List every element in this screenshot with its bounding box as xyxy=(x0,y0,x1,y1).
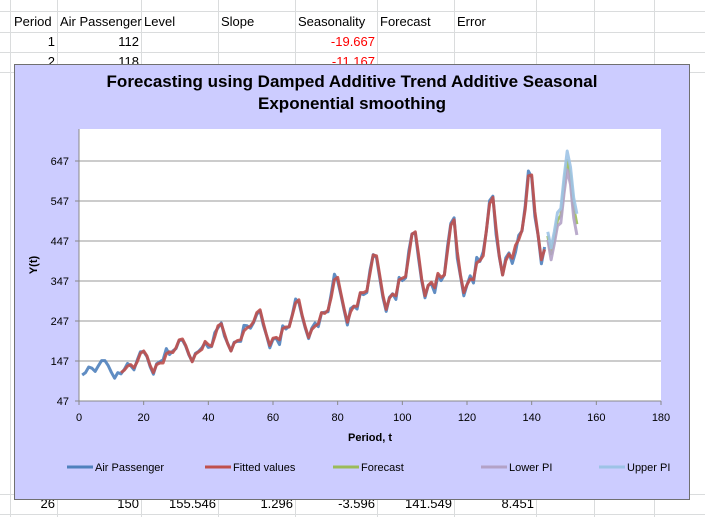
header-slope[interactable]: Slope xyxy=(221,14,255,29)
y-tick-label: 547 xyxy=(51,196,69,208)
legend-label: Air Passenger xyxy=(95,462,164,474)
x-tick-label: 160 xyxy=(587,412,605,424)
legend-label: Forecast xyxy=(361,462,404,474)
y-tick-label: 647 xyxy=(51,156,69,168)
y-tick-label: 247 xyxy=(51,316,69,328)
header-period[interactable]: Period xyxy=(14,14,52,29)
x-axis-label: Period, t xyxy=(348,432,392,444)
row-border xyxy=(0,11,705,12)
chart-title-line-2: Exponential smoothing xyxy=(258,94,446,113)
chart-title: Forecasting using Damped Additive Trend … xyxy=(15,71,689,115)
header-level[interactable]: Level xyxy=(144,14,176,29)
legend-label: Upper PI xyxy=(627,462,670,474)
x-tick-label: 40 xyxy=(202,412,214,424)
cell-seasonality[interactable]: -19.667 xyxy=(330,34,375,49)
plot-svg: 47 147 247 347 447 547 647 0 20 40 60 80 100 120 140 16… xyxy=(28,129,670,474)
cell-air-passenger[interactable]: 112 xyxy=(118,34,139,49)
y-tick-label: 47 xyxy=(57,396,69,408)
x-tick-label: 20 xyxy=(138,412,150,424)
series-line-lower-pi xyxy=(546,168,579,262)
cell-period[interactable]: 1 xyxy=(47,34,55,49)
header-error[interactable]: Error xyxy=(457,14,486,29)
header-seasonality[interactable]: Seasonality xyxy=(298,14,366,29)
y-tick-label: 147 xyxy=(51,356,69,368)
legend-label: Lower PI xyxy=(509,462,552,474)
x-tick-label: 180 xyxy=(652,412,670,424)
x-tick-label: 60 xyxy=(267,412,279,424)
header-forecast[interactable]: Forecast xyxy=(380,14,431,29)
legend-label: Fitted values xyxy=(233,462,296,474)
row-border xyxy=(0,52,705,53)
x-tick-label: 140 xyxy=(522,412,540,424)
x-tick-label: 120 xyxy=(458,412,476,424)
x-tick-label: 80 xyxy=(332,412,344,424)
row-border xyxy=(0,514,705,515)
y-tick-label: 347 xyxy=(51,276,69,288)
header-air-passenger[interactable]: Air Passenger xyxy=(60,14,142,29)
chart-title-line-1: Forecasting using Damped Additive Trend … xyxy=(106,72,598,91)
x-tick-label: 0 xyxy=(76,412,82,424)
series-line-upper-pi xyxy=(546,149,579,250)
y-tick-label: 447 xyxy=(51,236,69,248)
series-line-fitted-values xyxy=(120,173,547,375)
column-border xyxy=(10,0,11,517)
chart[interactable]: Forecasting using Damped Additive Trend … xyxy=(14,64,690,500)
y-axis-label: Y(t) xyxy=(28,256,40,275)
cell-period[interactable]: 2 xyxy=(47,54,55,69)
x-tick-label: 100 xyxy=(393,412,411,424)
row-border xyxy=(0,32,705,33)
